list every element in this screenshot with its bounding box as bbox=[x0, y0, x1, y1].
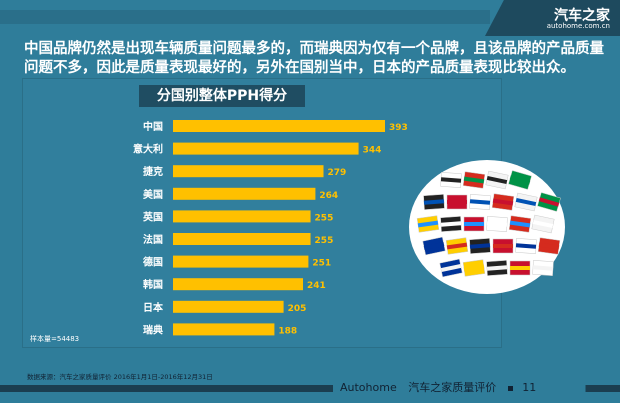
bar bbox=[173, 120, 385, 132]
flag-stripe bbox=[423, 199, 445, 205]
flag-stripe bbox=[417, 220, 439, 228]
flag-stripe bbox=[440, 221, 462, 227]
bar bbox=[173, 210, 311, 223]
logo: 汽车之家 autohome.com.cn bbox=[485, 0, 620, 36]
bar bbox=[173, 187, 316, 200]
top-band bbox=[0, 10, 490, 24]
category-label: 法国 bbox=[143, 233, 163, 246]
footer-product: 汽车之家质量评价 bbox=[408, 381, 497, 394]
flag-stripe bbox=[486, 221, 508, 227]
flag-stripe bbox=[509, 175, 531, 185]
flag-stripe bbox=[532, 265, 554, 271]
category-label: 中国 bbox=[143, 120, 163, 133]
flag-stripe bbox=[538, 242, 560, 250]
flag-stripe bbox=[509, 220, 531, 228]
value-label: 393 bbox=[389, 123, 408, 133]
logo-domain: autohome.com.cn bbox=[546, 22, 610, 30]
flag-stripe bbox=[493, 244, 513, 248]
bar bbox=[173, 142, 359, 155]
footer-bar-right bbox=[585, 385, 620, 392]
flag-stripe bbox=[440, 177, 462, 183]
value-label: 279 bbox=[328, 168, 347, 178]
flag-stripe bbox=[469, 199, 491, 205]
logo-cn: 汽车之家 bbox=[554, 8, 610, 24]
flag-stripe bbox=[463, 264, 485, 272]
flag-stripe bbox=[447, 200, 467, 204]
bar bbox=[173, 255, 309, 268]
value-label: 188 bbox=[278, 326, 297, 336]
category-label: 美国 bbox=[143, 188, 163, 201]
flag-stripe bbox=[469, 243, 491, 249]
footer-brand: Autohome bbox=[340, 381, 397, 394]
square-icon bbox=[507, 386, 513, 391]
flag-stripe bbox=[464, 222, 484, 226]
value-label: 205 bbox=[288, 304, 307, 314]
category-label: 德国 bbox=[142, 256, 163, 269]
value-label: 251 bbox=[312, 259, 331, 269]
sample-size: 样本量=54483 bbox=[30, 335, 80, 343]
flag-stripe bbox=[446, 242, 468, 250]
flag-stripe bbox=[538, 197, 560, 207]
flag-stripe bbox=[515, 243, 537, 249]
flag-stripe bbox=[440, 263, 462, 273]
flags-cluster-image bbox=[409, 160, 565, 294]
category-label: 英国 bbox=[142, 210, 163, 223]
data-source: 数据来源：汽车之家质量评价 2016年1月1日-2016年12月31日 bbox=[27, 373, 213, 381]
footer-bar bbox=[0, 385, 333, 392]
footer-text: Autohome 汽车之家质量评价 11 bbox=[340, 379, 544, 395]
category-label: 捷克 bbox=[143, 165, 163, 178]
category-label: 意大利 bbox=[133, 143, 163, 156]
value-label: 264 bbox=[319, 191, 338, 201]
flag-stripe bbox=[423, 241, 445, 251]
description: 中国品牌仍然是出现车辆质量问题最多的，而瑞典因为仅有一个品牌，且该品牌的产品质量… bbox=[24, 41, 604, 76]
chart-title: 分国别整体PPH得分 bbox=[139, 85, 305, 107]
bar bbox=[173, 300, 284, 313]
value-label: 344 bbox=[363, 146, 382, 156]
bar bbox=[173, 323, 275, 336]
bar bbox=[173, 233, 311, 245]
flag-stripe bbox=[492, 198, 514, 206]
flag-stripe bbox=[486, 175, 508, 185]
value-label: 241 bbox=[307, 281, 326, 291]
flag-stripe bbox=[532, 219, 554, 229]
flag-stripe bbox=[515, 197, 537, 207]
category-label: 日本 bbox=[143, 301, 164, 314]
value-label: 255 bbox=[315, 236, 334, 246]
flag-stripe bbox=[510, 266, 530, 270]
category-label: 瑞典 bbox=[143, 323, 163, 336]
flag-stripe bbox=[486, 265, 508, 271]
value-label: 255 bbox=[315, 213, 334, 223]
bar bbox=[173, 278, 304, 291]
page-number: 11 bbox=[522, 381, 537, 394]
flag-stripe bbox=[463, 176, 485, 184]
bar bbox=[173, 165, 324, 178]
category-label: 韩国 bbox=[143, 278, 163, 291]
